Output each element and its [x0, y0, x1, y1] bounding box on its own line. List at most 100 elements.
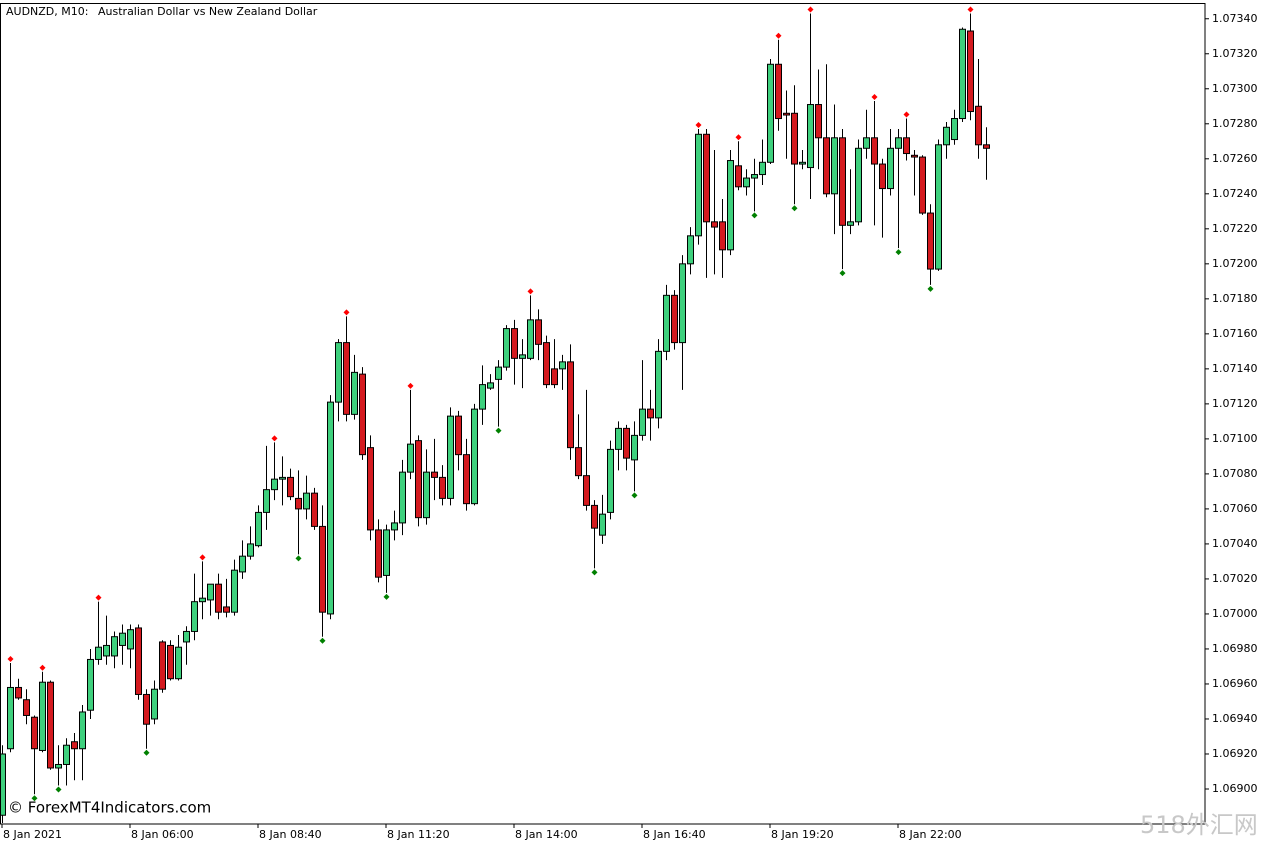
candle-body — [943, 126, 950, 146]
fractal-down — [791, 205, 798, 212]
candle-body — [439, 476, 446, 499]
candle-body — [743, 177, 750, 188]
candle-body — [863, 137, 870, 149]
candle-body — [719, 221, 726, 251]
x-tick-label: 8 Jan 06:00 — [131, 828, 194, 841]
candle-body — [575, 447, 582, 477]
candle-body — [823, 137, 830, 195]
candle-body — [807, 104, 814, 169]
candle-body — [567, 361, 574, 449]
y-tick-label: 1.07340 — [1212, 12, 1258, 25]
fractal-down — [319, 637, 326, 644]
y-tick-label: 1.07020 — [1212, 572, 1258, 585]
candle-body — [199, 597, 206, 603]
candle-body — [183, 630, 190, 643]
candle-body — [327, 401, 334, 615]
candle-body — [343, 342, 350, 415]
plot-area — [1, 6, 990, 823]
candle-body — [231, 569, 238, 613]
fractal-up — [407, 382, 414, 389]
y-tick-label: 1.07200 — [1212, 257, 1258, 270]
candle-body — [511, 328, 518, 359]
y-tick-label: 1.07260 — [1212, 152, 1258, 165]
fractal-down — [31, 795, 38, 802]
candle-body — [159, 641, 166, 690]
candle-body — [927, 212, 934, 270]
y-tick-label: 1.07120 — [1212, 397, 1258, 410]
fractal-down — [55, 786, 62, 793]
candle-body — [247, 543, 254, 557]
candle-body — [119, 632, 126, 646]
x-tick-label: 8 Jan 11:20 — [387, 828, 450, 841]
x-tick-label: 8 Jan 14:00 — [515, 828, 578, 841]
candle-body — [95, 646, 102, 660]
fractal-down — [839, 270, 846, 277]
y-tick-label: 1.07100 — [1212, 432, 1258, 445]
candle-body — [847, 221, 854, 226]
fractal-up — [695, 122, 702, 129]
y-tick-label: 1.06980 — [1212, 642, 1258, 655]
candle-body — [607, 448, 614, 513]
candle-body — [919, 156, 926, 214]
candle-body — [455, 415, 462, 456]
candle-body — [79, 711, 86, 750]
candle-body — [311, 492, 318, 527]
candle-body — [655, 350, 662, 419]
candle-body — [383, 529, 390, 576]
candle-body — [127, 629, 134, 650]
candle-body — [191, 601, 198, 632]
candle-body — [143, 693, 150, 725]
candle-body — [783, 112, 790, 116]
fractal-up — [871, 94, 878, 101]
candle-body — [903, 137, 910, 155]
y-tick-label: 1.07080 — [1212, 467, 1258, 480]
fractal-down — [295, 555, 302, 562]
candle-body — [303, 492, 310, 510]
candle-body — [895, 137, 902, 149]
chart-subtitle: Australian Dollar vs New Zealand Dollar — [98, 5, 318, 18]
candle-body — [775, 63, 782, 120]
fractal-down — [591, 569, 598, 576]
candle-body — [407, 443, 414, 473]
candle-body — [975, 105, 982, 146]
fractal-up — [903, 111, 910, 118]
x-tick-label: 8 Jan 08:40 — [259, 828, 322, 841]
candle-body — [703, 133, 710, 223]
candle-body — [911, 154, 918, 158]
candle-body — [855, 147, 862, 223]
candle-body — [487, 382, 494, 389]
candle-body — [543, 342, 550, 386]
candle-body — [671, 294, 678, 344]
candle-body — [367, 447, 374, 531]
y-tick-label: 1.06960 — [1212, 677, 1258, 690]
fractal-down — [927, 285, 934, 292]
candle-body — [495, 366, 502, 380]
y-tick-label: 1.07280 — [1212, 117, 1258, 130]
candle-body — [759, 161, 766, 176]
x-tick-label: 8 Jan 22:00 — [899, 828, 962, 841]
candle-body — [559, 361, 566, 370]
candle-body — [215, 583, 222, 613]
candle-body — [375, 529, 382, 578]
candle-body — [391, 522, 398, 531]
candle-body — [295, 497, 302, 510]
candle-body — [615, 427, 622, 450]
candle-body — [1, 753, 6, 816]
candle-body — [111, 636, 118, 657]
candle-body — [7, 686, 14, 750]
candle-body — [207, 583, 214, 601]
candle-body — [735, 165, 742, 188]
candle-body — [695, 133, 702, 237]
candle-body — [23, 699, 30, 716]
candle-body — [319, 525, 326, 613]
fractal-up — [199, 554, 206, 561]
fractal-down — [631, 492, 638, 499]
candle-body — [639, 408, 646, 436]
candle-body — [39, 681, 46, 751]
candle-body — [479, 384, 486, 410]
candle-body — [447, 415, 454, 499]
candle-body — [519, 354, 526, 359]
y-tick-label: 1.06900 — [1212, 782, 1258, 795]
